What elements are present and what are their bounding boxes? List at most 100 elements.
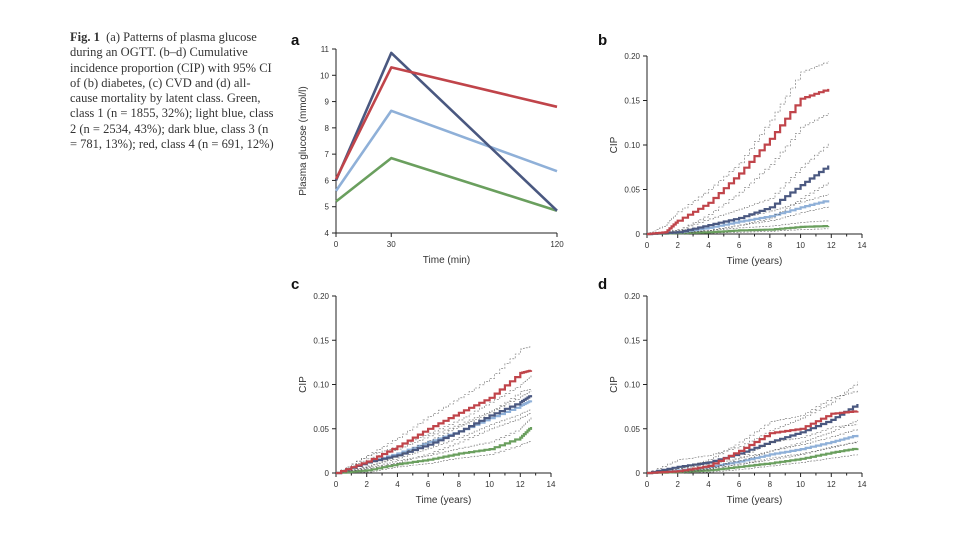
y-tick: 0.05 <box>624 425 647 434</box>
panel-a: a 0 30 120 4 5 6 7 8 9 10 11 Time (min) Plasma glucos… <box>291 32 564 266</box>
x-tick: 10 <box>796 234 817 250</box>
x-tick-label: 6 <box>426 480 431 489</box>
x-tick: 4 <box>395 473 414 489</box>
x-tick: 0 <box>334 233 339 249</box>
y-tick-label: 0 <box>325 469 330 478</box>
series-line-class1 <box>335 156 558 212</box>
x-tick-label: 12 <box>827 480 836 489</box>
y-tick-label: 0.15 <box>624 97 640 106</box>
x-tick: 6 <box>426 473 444 489</box>
ci-upper-class4 <box>647 61 829 235</box>
series-line-class2 <box>334 109 558 192</box>
x-tick: 2 <box>364 473 383 489</box>
series-line-class4 <box>334 66 558 180</box>
y-axis-label: CIP <box>609 376 620 393</box>
x-tick: 0 <box>645 473 663 489</box>
y-tick-label: 0.15 <box>313 336 329 345</box>
x-tick: 8 <box>457 473 475 489</box>
panel-c: c 0 2 4 6 8 10 12 14 0 0.05 0.10 0.15 0.20 Time (years… <box>291 276 556 506</box>
y-tick: 0.05 <box>624 186 647 195</box>
ci-lower-class4 <box>336 388 532 474</box>
x-tick-label: 0 <box>645 241 650 250</box>
y-axis-label: Plasma glucose (mmol/l) <box>298 86 309 195</box>
y-tick: 0.20 <box>624 52 647 61</box>
y-tick: 0.15 <box>313 336 336 345</box>
x-tick-label: 2 <box>675 241 680 250</box>
x-tick: 10 <box>796 473 817 489</box>
y-tick-label: 0.05 <box>624 425 640 434</box>
x-tick-label: 14 <box>858 241 867 250</box>
series-line-class3 <box>334 51 558 212</box>
ci-lower-class3 <box>336 412 532 474</box>
y-tick-label: 0.10 <box>624 381 640 390</box>
y-tick-label: 0 <box>636 230 641 239</box>
y-tick-label: 4 <box>325 229 330 238</box>
y-tick: 0 <box>636 469 647 478</box>
y-tick-label: 0.15 <box>624 336 640 345</box>
ci-upper-class3 <box>336 375 532 474</box>
x-tick-label: 6 <box>737 480 742 489</box>
x-tick-label: 12 <box>827 241 836 250</box>
x-tick: 14 <box>858 473 867 489</box>
x-tick: 30 <box>387 233 396 249</box>
ci-lower-class2 <box>336 409 532 474</box>
y-tick-label: 0.10 <box>624 141 640 150</box>
y-tick-label: 0.20 <box>313 292 329 301</box>
series-line-class4 <box>336 369 533 475</box>
x-tick-label: 4 <box>395 480 400 489</box>
y-tick-label: 0.10 <box>313 381 329 390</box>
y-tick-label: 7 <box>325 150 330 159</box>
y-tick-label: 6 <box>325 176 330 185</box>
panel-d: d 0 2 4 6 8 10 12 14 0 0.05 0.10 0.15 0.20 Time (years… <box>598 276 867 506</box>
x-tick-label: 14 <box>858 480 867 489</box>
y-tick: 0 <box>636 230 647 239</box>
ci-upper-class2 <box>336 390 532 474</box>
y-tick-label: 0.05 <box>313 425 329 434</box>
ci-upper-class4 <box>336 346 532 474</box>
axes: 0 30 120 4 5 6 7 8 9 10 11 <box>320 45 564 249</box>
panel-b: b 0 2 4 6 8 10 12 14 0 0.05 0.10 0.15 0.20 Time (years… <box>598 32 867 267</box>
x-tick: 2 <box>675 234 694 250</box>
x-tick: 2 <box>675 473 694 489</box>
x-tick: 4 <box>706 473 725 489</box>
series-line-class4 <box>647 410 859 475</box>
y-tick: 6 <box>325 176 336 185</box>
axes: 0 2 4 6 8 10 12 14 0 0.05 0.10 0.15 0.20 <box>624 292 867 489</box>
x-tick-label: 4 <box>706 480 711 489</box>
x-tick: 8 <box>768 234 786 250</box>
panel-label: a <box>291 32 300 49</box>
caption-lead: Fig. 1 <box>70 30 100 44</box>
x-tick-label: 10 <box>796 241 805 250</box>
x-tick: 6 <box>737 234 755 250</box>
ci-upper-class3 <box>647 381 858 474</box>
y-tick: 5 <box>325 203 336 212</box>
ci-lower-class4 <box>647 424 858 474</box>
x-axis-label: Time (years) <box>727 256 783 267</box>
ci-upper-class2 <box>647 428 858 474</box>
x-tick-label: 6 <box>737 241 742 250</box>
y-tick: 0 <box>325 469 336 478</box>
y-tick: 7 <box>325 150 336 159</box>
y-tick: 0.15 <box>624 97 647 106</box>
y-tick-label: 0.20 <box>624 292 640 301</box>
x-tick: 12 <box>516 473 537 489</box>
y-tick-label: 5 <box>325 203 330 212</box>
x-tick-label: 14 <box>547 480 556 489</box>
series-line-class3 <box>647 404 859 475</box>
x-tick-label: 8 <box>768 480 773 489</box>
x-axis-label: Time (min) <box>423 255 470 266</box>
y-axis-label: CIP <box>298 376 309 393</box>
series-line-class4 <box>647 88 830 236</box>
x-tick: 8 <box>768 473 786 489</box>
x-tick: 120 <box>550 233 564 249</box>
x-tick-label: 4 <box>706 241 711 250</box>
y-tick-label: 0 <box>636 469 641 478</box>
ci-lower-class4 <box>647 113 829 235</box>
y-tick: 0.10 <box>624 141 647 150</box>
x-tick: 14 <box>547 473 556 489</box>
y-tick-label: 0.20 <box>624 52 640 61</box>
x-tick: 14 <box>858 234 867 250</box>
x-tick-label: 2 <box>364 480 369 489</box>
y-tick: 4 <box>325 229 336 238</box>
